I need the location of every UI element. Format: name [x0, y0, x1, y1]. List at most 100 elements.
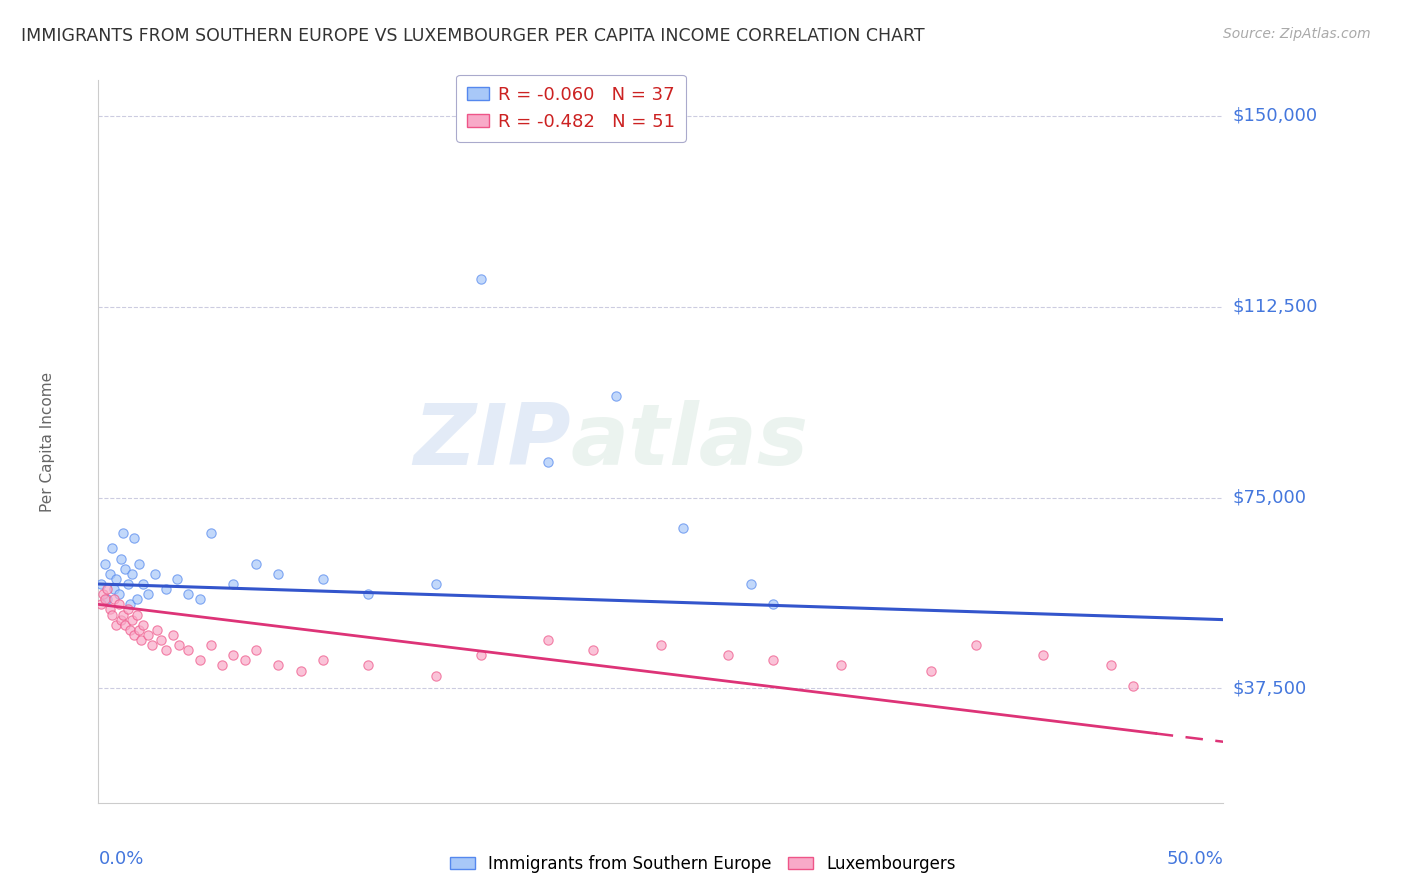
Point [245, 557, 267, 571]
Text: $37,500: $37,500 [1232, 680, 1306, 698]
Text: Source: ZipAtlas.com: Source: ZipAtlas.com [1223, 27, 1371, 41]
Text: 50.0%: 50.0% [1167, 850, 1223, 868]
Point [112, 607, 135, 622]
Point [107, 587, 129, 601]
Point [290, 664, 312, 678]
Point [357, 658, 380, 673]
Point [470, 271, 492, 285]
Point [103, 592, 125, 607]
Point [121, 566, 143, 581]
Point [582, 643, 605, 657]
Point [537, 632, 560, 647]
Point [470, 648, 492, 663]
Text: 0.0%: 0.0% [98, 850, 143, 868]
Text: ZIP: ZIP [413, 400, 571, 483]
Point [132, 577, 155, 591]
Point [357, 587, 380, 601]
Legend: Immigrants from Southern Europe, Luxembourgers: Immigrants from Southern Europe, Luxembo… [443, 848, 963, 880]
Point [762, 653, 785, 667]
Point [136, 587, 159, 601]
Point [150, 632, 173, 647]
Point [830, 658, 852, 673]
Point [94, 557, 117, 571]
Point [1032, 648, 1054, 663]
Point [110, 613, 132, 627]
Point [762, 598, 785, 612]
Point [965, 638, 987, 652]
Point [132, 617, 155, 632]
Point [155, 582, 177, 596]
Point [312, 572, 335, 586]
Point [129, 632, 152, 647]
Point [188, 592, 211, 607]
Point [114, 562, 136, 576]
Text: IMMIGRANTS FROM SOUTHERN EUROPE VS LUXEMBOURGER PER CAPITA INCOME CORRELATION CH: IMMIGRANTS FROM SOUTHERN EUROPE VS LUXEM… [21, 27, 925, 45]
Point [267, 566, 290, 581]
Point [143, 566, 166, 581]
Point [188, 653, 211, 667]
Point [125, 607, 148, 622]
Point [200, 526, 222, 541]
Point [98, 566, 121, 581]
Text: $150,000: $150,000 [1232, 107, 1317, 125]
Point [110, 551, 132, 566]
Text: Per Capita Income: Per Capita Income [41, 371, 55, 512]
Point [425, 577, 447, 591]
Point [717, 648, 740, 663]
Point [740, 577, 762, 591]
Point [312, 653, 335, 667]
Point [94, 592, 117, 607]
Text: $112,500: $112,500 [1232, 298, 1317, 316]
Point [118, 623, 141, 637]
Point [124, 531, 146, 545]
Point [90, 577, 112, 591]
Point [118, 598, 141, 612]
Point [177, 643, 200, 657]
Point [124, 628, 146, 642]
Point [162, 628, 184, 642]
Point [112, 526, 135, 541]
Point [605, 389, 627, 403]
Point [1099, 658, 1122, 673]
Legend: R = -0.060   N = 37, R = -0.482   N = 51: R = -0.060 N = 37, R = -0.482 N = 51 [456, 75, 686, 142]
Point [166, 572, 188, 586]
Point [96, 592, 118, 607]
Point [650, 638, 672, 652]
Point [103, 582, 125, 596]
Point [155, 643, 177, 657]
Point [114, 617, 136, 632]
Text: $75,000: $75,000 [1232, 489, 1306, 507]
Point [105, 572, 128, 586]
Point [245, 643, 267, 657]
Point [98, 602, 121, 616]
Point [91, 587, 114, 601]
Point [136, 628, 159, 642]
Point [200, 638, 222, 652]
Point [425, 668, 447, 682]
Point [101, 541, 124, 556]
Point [121, 613, 143, 627]
Point [117, 602, 139, 616]
Point [128, 557, 150, 571]
Point [101, 607, 124, 622]
Point [96, 582, 118, 596]
Point [146, 623, 169, 637]
Point [117, 577, 139, 591]
Point [222, 648, 245, 663]
Point [107, 598, 129, 612]
Point [222, 577, 245, 591]
Point [105, 617, 128, 632]
Text: atlas: atlas [571, 400, 808, 483]
Point [233, 653, 256, 667]
Point [267, 658, 290, 673]
Point [169, 638, 191, 652]
Point [90, 598, 112, 612]
Point [1122, 679, 1144, 693]
Point [672, 521, 695, 535]
Point [177, 587, 200, 601]
Point [128, 623, 150, 637]
Point [125, 592, 148, 607]
Point [211, 658, 233, 673]
Point [537, 455, 560, 469]
Point [920, 664, 942, 678]
